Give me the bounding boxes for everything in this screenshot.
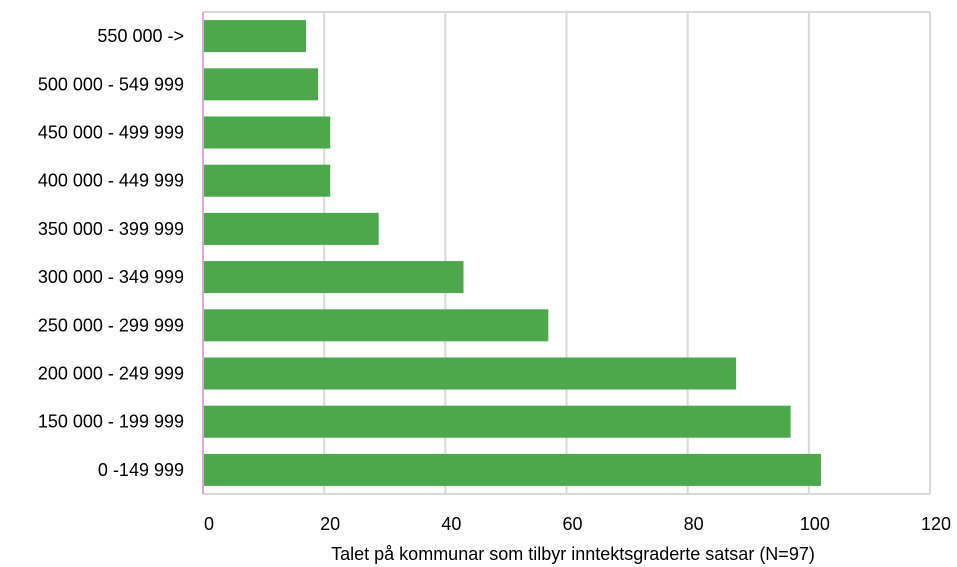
category-label: 500 000 - 549 999 (38, 74, 184, 94)
bar (204, 405, 791, 438)
bar (204, 357, 737, 390)
x-tick-label: 120 (921, 514, 951, 534)
category-label: 550 000 -> (97, 26, 184, 46)
bar (204, 20, 306, 53)
bars (204, 20, 821, 486)
x-tick-label: 20 (320, 514, 340, 534)
bar (204, 68, 319, 101)
x-tick-label: 100 (800, 514, 830, 534)
grid-lines (203, 11, 931, 495)
category-label: 400 000 - 449 999 (38, 171, 184, 191)
category-labels: 550 000 -> 500 000 - 549 999 450 000 - 499… (38, 26, 184, 480)
x-axis-title: Talet på kommunar som tilbyr inntektsgra… (331, 544, 815, 564)
x-tick-labels: 0 20 40 60 80 100 120 (204, 514, 951, 534)
bar (204, 309, 549, 342)
category-label: 250 000 - 299 999 (38, 315, 184, 335)
x-tick-label: 60 (562, 514, 582, 534)
bar (204, 261, 464, 294)
bar (204, 453, 821, 486)
category-label: 450 000 - 499 999 (38, 123, 184, 143)
x-tick-label: 40 (441, 514, 461, 534)
bar (204, 212, 379, 245)
category-label: 200 000 - 249 999 (38, 364, 184, 384)
category-label: 300 000 - 349 999 (38, 267, 184, 287)
bar (204, 164, 331, 197)
category-label: 150 000 - 199 999 (38, 412, 184, 432)
bar (204, 116, 331, 149)
category-label: 350 000 - 399 999 (38, 219, 184, 239)
x-tick-label: 0 (204, 514, 214, 534)
category-label: 0 -149 999 (98, 460, 184, 480)
x-tick-label: 80 (684, 514, 704, 534)
